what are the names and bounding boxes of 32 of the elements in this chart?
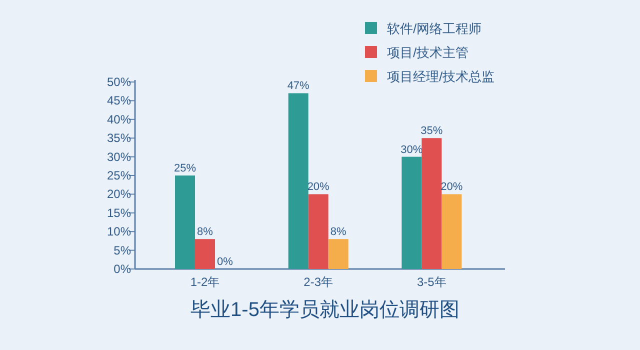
x-tick-label: 2-3年 xyxy=(304,275,334,289)
y-tick-label: 50% xyxy=(106,75,132,89)
bar xyxy=(422,138,442,269)
legend-label: 项目经理/技术总监 xyxy=(387,69,495,84)
text: 0% xyxy=(217,256,233,268)
legend-label: 软件/网络工程师 xyxy=(387,21,482,36)
y-tick-label: 25% xyxy=(106,168,132,182)
text: 35% xyxy=(420,125,443,138)
text: 8% xyxy=(197,226,213,238)
bar xyxy=(328,239,348,269)
bar xyxy=(442,194,462,269)
bar xyxy=(308,194,328,269)
y-tick-label: 35% xyxy=(106,131,132,146)
y-tick-label: 40% xyxy=(106,112,132,126)
y-tick-label: 15% xyxy=(106,206,132,220)
text: 毕业1-5年学员就业岗位调研图 xyxy=(190,299,460,321)
y-tick-label: 30% xyxy=(106,150,132,164)
legend-label: 项目/技术主管 xyxy=(387,45,469,60)
x-tick-label: 1-2年 xyxy=(190,275,220,289)
bar xyxy=(175,176,195,269)
text: 25% xyxy=(174,162,196,174)
bar xyxy=(288,93,308,269)
y-tick-label: 20% xyxy=(106,187,132,202)
x-tick-label: 3-5年 xyxy=(416,275,446,289)
y-tick-label: 5% xyxy=(114,243,132,258)
y-tick-label: 45% xyxy=(106,94,132,108)
y-tick-label: 10% xyxy=(106,224,132,239)
y-tick-label: 0% xyxy=(114,262,132,276)
bar xyxy=(195,239,215,269)
text: 8% xyxy=(330,226,346,238)
text: 47% xyxy=(287,80,310,92)
bar xyxy=(402,156,422,269)
